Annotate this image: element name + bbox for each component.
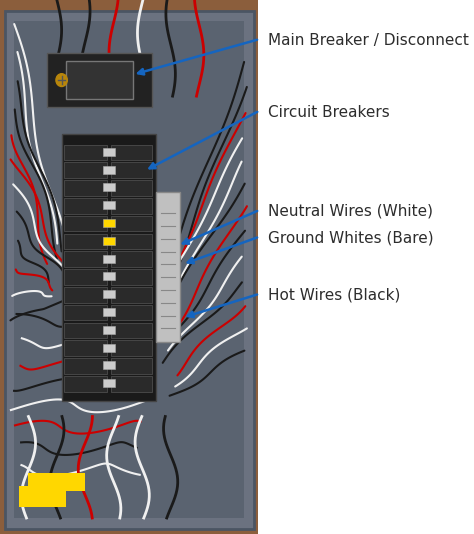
Bar: [47, 53, 152, 107]
Text: Main Breaker / Disconnect: Main Breaker / Disconnect: [268, 33, 469, 48]
Bar: [64, 287, 107, 303]
Bar: [5, 11, 254, 529]
Bar: [103, 219, 115, 227]
Text: Neutral Wires (White): Neutral Wires (White): [268, 203, 433, 218]
Bar: [111, 145, 152, 160]
Text: Circuit Breakers: Circuit Breakers: [268, 105, 390, 120]
Bar: [103, 326, 115, 334]
Bar: [111, 376, 152, 391]
Bar: [64, 269, 107, 285]
Bar: [111, 358, 152, 374]
Bar: [103, 308, 115, 316]
Bar: [62, 134, 156, 400]
Bar: [64, 216, 107, 231]
Bar: [103, 201, 115, 209]
Bar: [64, 198, 107, 214]
Bar: [111, 287, 152, 303]
Bar: [14, 21, 244, 518]
Bar: [19, 486, 66, 507]
Bar: [64, 252, 107, 267]
Bar: [64, 162, 107, 178]
Bar: [156, 192, 180, 342]
Bar: [103, 379, 115, 387]
Bar: [111, 252, 152, 267]
Bar: [64, 323, 107, 338]
Bar: [64, 145, 107, 160]
Bar: [64, 340, 107, 356]
Bar: [103, 272, 115, 280]
Bar: [103, 290, 115, 298]
Text: Ground Whites (Bare): Ground Whites (Bare): [268, 230, 433, 245]
Bar: [111, 198, 152, 214]
Bar: [64, 305, 107, 320]
Bar: [103, 183, 115, 191]
Circle shape: [56, 74, 67, 87]
Bar: [103, 166, 115, 174]
Bar: [64, 358, 107, 374]
Bar: [111, 323, 152, 338]
Bar: [103, 362, 115, 370]
Text: Hot Wires (Black): Hot Wires (Black): [268, 287, 400, 302]
Bar: [64, 376, 107, 391]
Bar: [111, 269, 152, 285]
Bar: [103, 237, 115, 245]
Bar: [0, 0, 258, 534]
Bar: [103, 255, 115, 263]
Bar: [64, 180, 107, 196]
Bar: [111, 162, 152, 178]
Bar: [111, 305, 152, 320]
Bar: [111, 233, 152, 249]
Bar: [103, 343, 115, 351]
Bar: [111, 180, 152, 196]
Bar: [64, 233, 107, 249]
Bar: [28, 473, 85, 491]
Bar: [111, 340, 152, 356]
Bar: [111, 216, 152, 231]
Bar: [103, 148, 115, 156]
Bar: [66, 61, 133, 99]
